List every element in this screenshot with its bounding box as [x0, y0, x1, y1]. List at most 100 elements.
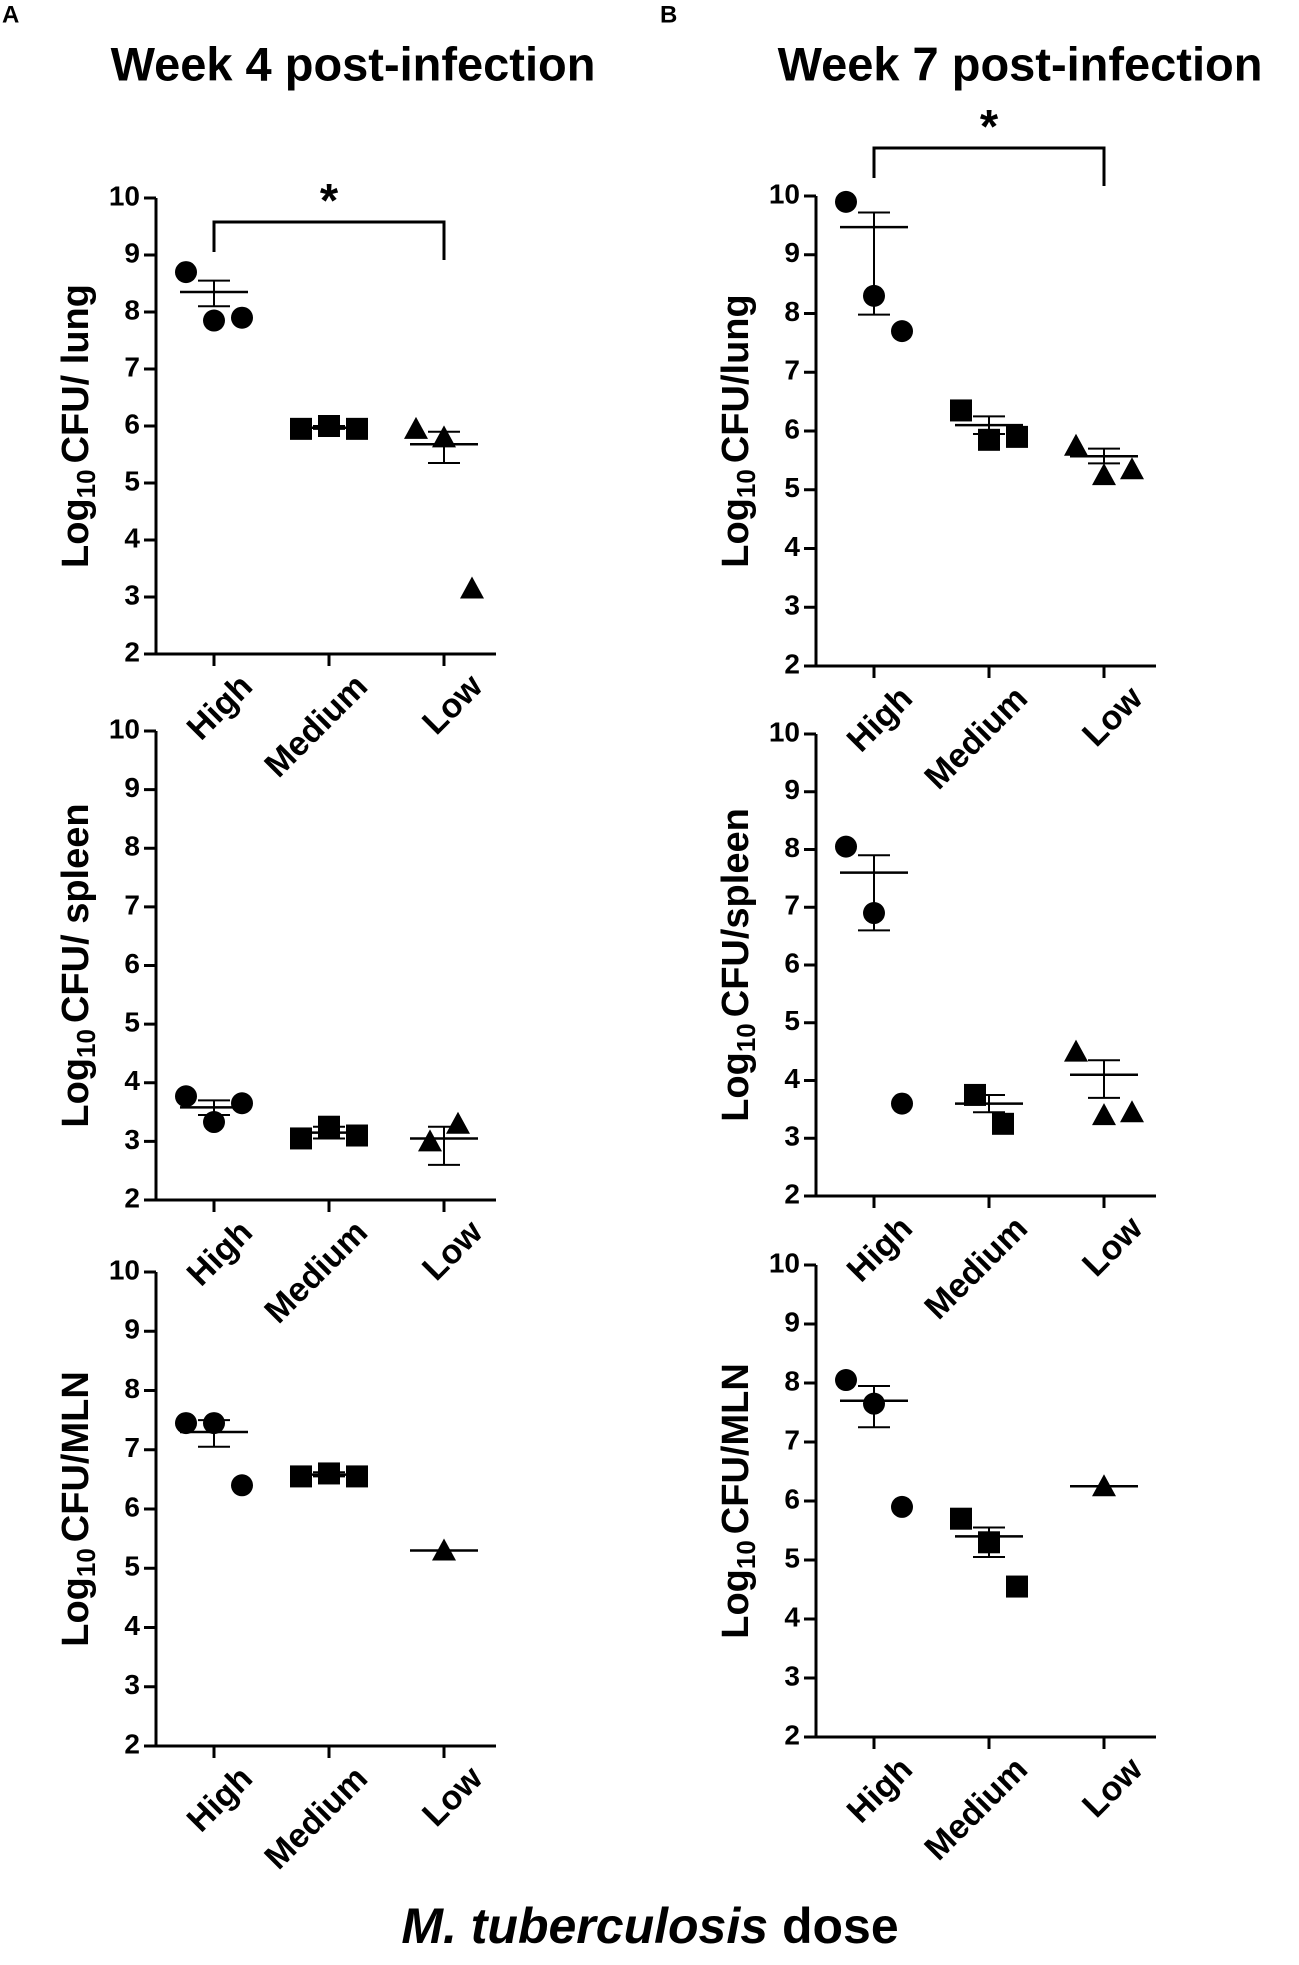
data-point [290, 1465, 312, 1488]
x-tick-label: Medium [917, 679, 1035, 797]
x-tick-label: Medium [257, 1213, 375, 1331]
y-tick-label: 2 [784, 1178, 800, 1209]
data-point [460, 576, 484, 599]
data-point [231, 306, 253, 329]
y-tick-label: 8 [124, 831, 140, 862]
y-tick-label: 9 [784, 237, 800, 268]
y-tick-label: 2 [784, 648, 800, 679]
y-tick-label: 2 [124, 1182, 140, 1213]
data-point [1064, 1039, 1088, 1062]
data-point [835, 1369, 857, 1392]
data-point [203, 309, 225, 332]
y-tick-label: 4 [124, 1065, 140, 1096]
x-axis-title-rest: dose [782, 1898, 899, 1954]
x-tick-label: Low [415, 667, 490, 742]
y-tick-label: 5 [784, 472, 800, 503]
y-tick-label: 5 [124, 1551, 140, 1582]
y-tick-label: 7 [784, 890, 800, 921]
y-tick-label: 6 [784, 947, 800, 978]
x-axis-title: M. tuberculosis dose [401, 1898, 898, 1954]
y-tick-label: 2 [124, 636, 140, 667]
y-tick-label: 3 [124, 1669, 140, 1700]
data-point [446, 1111, 470, 1134]
data-point [231, 1092, 253, 1115]
x-tick-label: High [180, 667, 260, 747]
y-tick-label: 6 [784, 1483, 800, 1514]
x-tick-label: Low [1075, 1209, 1150, 1284]
y-tick-label: 10 [109, 180, 140, 211]
data-point [1092, 463, 1116, 486]
y-axis-title-part: 10 [731, 1540, 761, 1569]
x-tick-label: Low [1075, 679, 1150, 754]
y-tick-label: 8 [784, 1365, 800, 1396]
data-point [404, 416, 428, 439]
data-point [835, 835, 857, 858]
y-axis-title-part: Log [55, 498, 97, 568]
y-axis-title-part: CFU/lung [715, 294, 757, 463]
x-tick-label: High [840, 1750, 920, 1830]
data-point [891, 1092, 913, 1115]
y-tick-label: 10 [109, 713, 140, 744]
data-point [835, 190, 857, 213]
y-tick-label: 5 [124, 465, 140, 496]
x-tick-label: High [840, 1209, 920, 1289]
significance-label: * [320, 173, 339, 226]
y-tick-label: 7 [784, 355, 800, 386]
y-axis-title-part: Log [55, 1058, 97, 1128]
y-tick-label: 5 [784, 1005, 800, 1036]
data-point [290, 1127, 312, 1150]
y-axis-title: Log10 CFU/MLN [55, 1371, 101, 1647]
significance-label: * [980, 99, 999, 152]
data-point [891, 1495, 913, 1518]
y-tick-label: 4 [784, 1063, 800, 1094]
y-axis-title: Log10 CFU/spleen [715, 808, 761, 1122]
y-tick-label: 8 [784, 296, 800, 327]
y-tick-label: 5 [784, 1542, 800, 1573]
y-tick-label: 3 [784, 1121, 800, 1152]
y-tick-label: 4 [124, 1610, 140, 1641]
data-point [175, 261, 197, 284]
data-point [231, 1474, 253, 1497]
data-point [346, 1465, 368, 1488]
y-tick-label: 6 [124, 1491, 140, 1522]
y-axis-title-part: Log [55, 1577, 97, 1647]
y-tick-label: 9 [784, 1306, 800, 1337]
y-tick-label: 6 [784, 413, 800, 444]
y-axis-title: Log10 CFU/MLN [715, 1363, 761, 1639]
y-tick-label: 2 [124, 1728, 140, 1759]
x-tick-label: High [180, 1759, 260, 1839]
x-tick-label: Medium [917, 1209, 1035, 1327]
x-tick-label: Low [415, 1213, 490, 1288]
y-axis-title-part: Log [715, 1052, 757, 1122]
y-axis-title-part: CFU/MLN [55, 1371, 97, 1542]
panel-title: Week 7 post-infection [778, 37, 1263, 90]
y-axis-title-part: CFU/ lung [55, 284, 97, 463]
y-tick-label: 3 [784, 590, 800, 621]
y-tick-label: 3 [124, 1124, 140, 1155]
x-axis-title-italic: M. tuberculosis [401, 1898, 768, 1954]
y-axis-title-part: Log [715, 1569, 757, 1639]
panel-title: Week 4 post-infection [111, 37, 596, 90]
data-point [203, 1111, 225, 1134]
data-point [1006, 425, 1028, 448]
y-axis-title-part: 10 [71, 469, 101, 498]
y-tick-label: 6 [124, 408, 140, 439]
y-tick-label: 10 [769, 716, 800, 747]
data-point [346, 1124, 368, 1147]
y-axis-title-part: CFU/MLN [715, 1363, 757, 1534]
data-point [891, 320, 913, 343]
data-point [1006, 1575, 1028, 1598]
data-point [175, 1412, 197, 1435]
data-point [992, 1112, 1014, 1135]
x-tick-label: Medium [257, 667, 375, 785]
significance-bracket [872, 146, 1106, 186]
y-tick-label: 6 [124, 948, 140, 979]
y-axis-title-part: 10 [71, 1029, 101, 1058]
data-point [950, 1507, 972, 1530]
y-tick-label: 7 [124, 889, 140, 920]
data-point [175, 1085, 197, 1108]
y-axis-title-part: 10 [71, 1548, 101, 1577]
data-point [1120, 1100, 1144, 1123]
x-tick-label: Medium [917, 1750, 1035, 1868]
